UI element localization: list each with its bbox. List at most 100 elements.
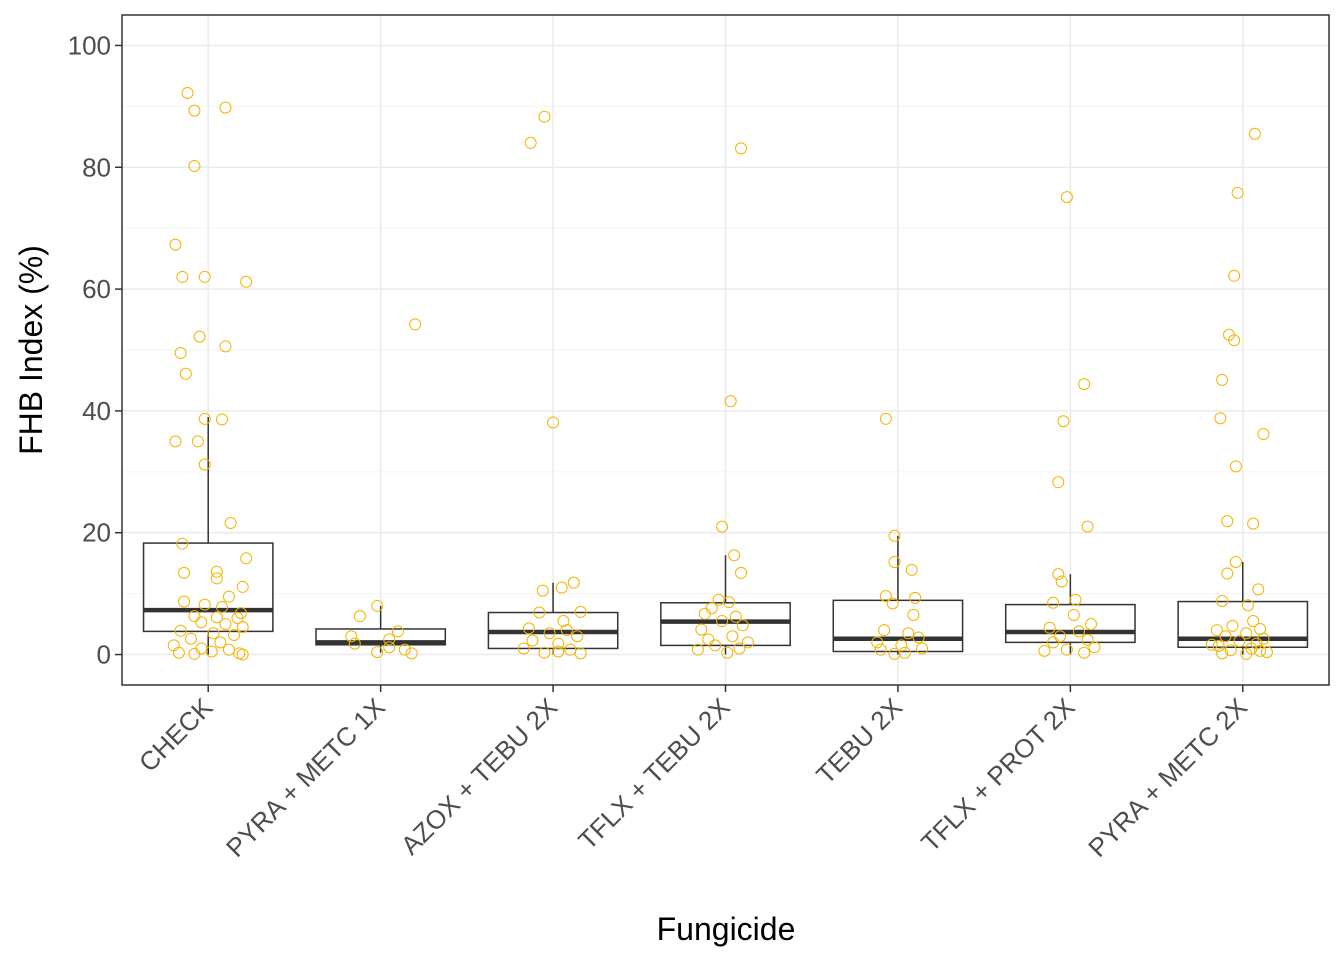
data-point (1054, 630, 1067, 643)
data-point (1254, 644, 1267, 657)
data-point (729, 610, 742, 623)
data-point (198, 598, 211, 611)
data-point (219, 618, 232, 631)
y-tick-label: 40 (82, 396, 111, 426)
data-point (1241, 599, 1254, 612)
data-point (888, 529, 901, 542)
data-point (188, 647, 201, 660)
data-point (210, 572, 223, 585)
data-point (1216, 594, 1229, 607)
data-point (1226, 619, 1239, 632)
y-tick-label: 80 (82, 152, 111, 182)
data-point (1240, 627, 1253, 640)
data-point (1078, 378, 1091, 391)
data-point (1057, 415, 1070, 428)
data-point (533, 606, 546, 619)
data-point (736, 619, 749, 632)
data-point (564, 643, 577, 656)
data-point (709, 639, 722, 652)
data-point (695, 623, 708, 636)
data-point (741, 636, 754, 649)
data-point (1221, 567, 1234, 580)
data-point (1055, 575, 1068, 588)
data-point (222, 590, 235, 603)
data-point (193, 330, 206, 343)
data-point (909, 591, 922, 604)
grid-lines (122, 15, 1329, 685)
data-point (216, 601, 229, 614)
box-iqr (832, 599, 964, 653)
data-point (1078, 646, 1091, 659)
data-point (1260, 646, 1273, 659)
data-point (353, 610, 366, 623)
data-point (198, 412, 211, 425)
data-point (1216, 373, 1229, 386)
data-point (236, 648, 249, 661)
data-point (169, 238, 182, 251)
data-point (219, 340, 232, 353)
data-point (574, 647, 587, 660)
data-point (188, 610, 201, 623)
data-point (726, 630, 739, 643)
data-point (188, 160, 201, 173)
data-point (733, 642, 746, 655)
data-point (517, 642, 530, 655)
data-point (1052, 568, 1065, 581)
y-tick-label: 20 (82, 518, 111, 548)
data-point (571, 630, 584, 643)
data-point (176, 537, 189, 550)
data-point (174, 624, 187, 637)
data-point (536, 584, 549, 597)
data-point (905, 563, 918, 576)
data-point (912, 631, 925, 644)
data-point (348, 637, 361, 650)
data-point (1252, 583, 1265, 596)
y-axis-title: FHB Index (%) (13, 245, 49, 455)
data-point (398, 643, 411, 656)
boxplot-3 (660, 555, 791, 655)
data-point (888, 555, 901, 568)
data-point (391, 625, 404, 638)
data-point (1229, 555, 1242, 568)
data-point (405, 647, 418, 660)
box-iqr (660, 602, 791, 647)
data-point (1248, 127, 1261, 140)
data-point (567, 576, 580, 589)
data-point (1038, 644, 1051, 657)
data-point (176, 270, 189, 283)
data-point (886, 597, 899, 610)
data-point (524, 136, 537, 149)
data-point (169, 435, 182, 448)
data-point (210, 565, 223, 578)
data-point (724, 395, 737, 408)
data-point (214, 636, 227, 649)
data-point (240, 552, 253, 565)
data-point (1233, 635, 1246, 648)
data-point (198, 458, 211, 471)
data-point (691, 643, 704, 656)
data-point (1216, 647, 1229, 660)
data-point (1047, 596, 1060, 609)
y-axis: 0 20 40 60 80 100 (68, 30, 122, 670)
data-point (1228, 334, 1241, 347)
data-point (1081, 520, 1094, 533)
data-point (547, 416, 560, 429)
data-point (1043, 621, 1056, 634)
data-point (345, 630, 358, 643)
data-point (1047, 636, 1060, 649)
data-point (1210, 624, 1223, 637)
data-point (181, 86, 194, 99)
data-point (735, 566, 748, 579)
data-point (179, 367, 192, 380)
data-point (874, 643, 887, 656)
data-point (1224, 644, 1237, 657)
data-point (1221, 515, 1234, 528)
data-point (188, 104, 201, 117)
boxplot-4 (832, 535, 964, 655)
data-point (383, 633, 396, 646)
data-point (878, 624, 891, 637)
data-point (172, 646, 185, 659)
data-point (702, 633, 715, 646)
data-point (409, 318, 422, 331)
